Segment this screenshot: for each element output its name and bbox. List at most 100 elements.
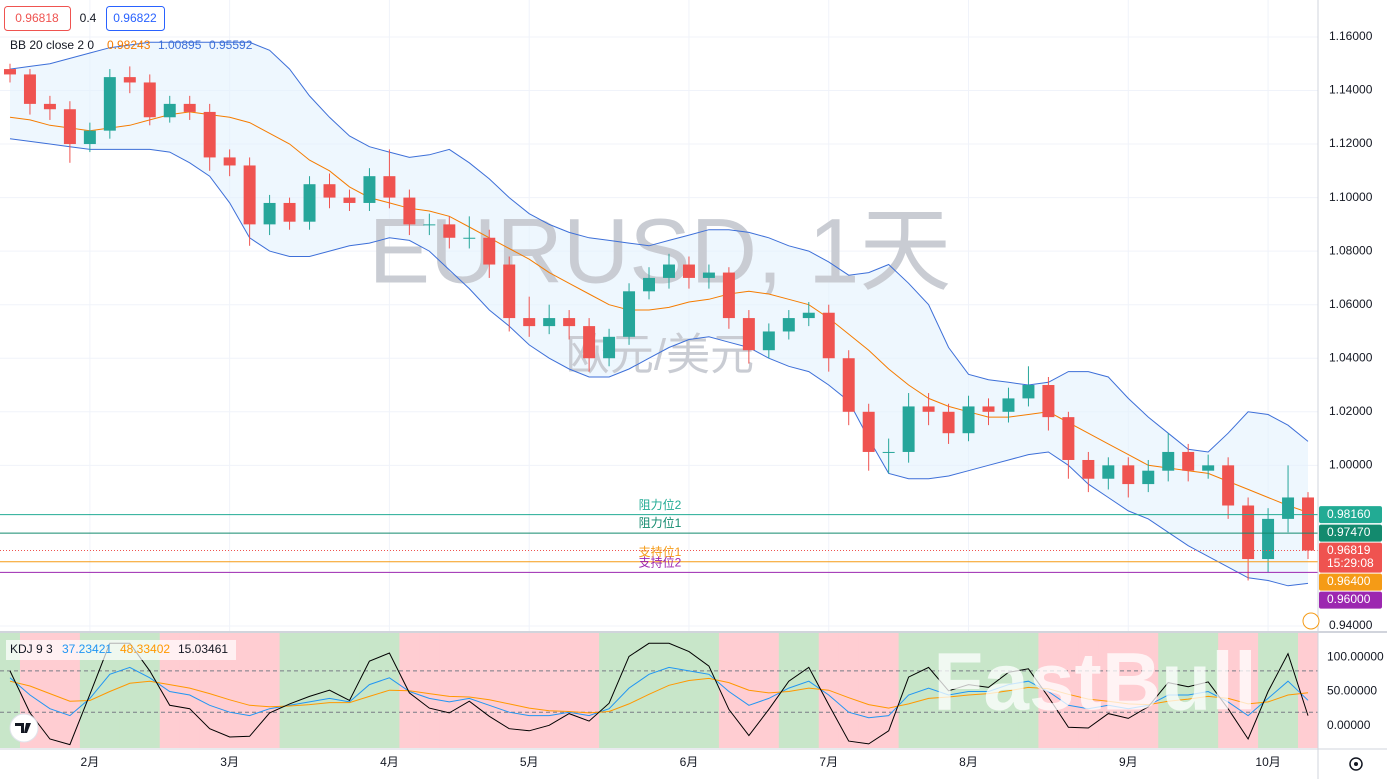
kdj-shade	[1118, 633, 1139, 748]
level-tag	[1319, 591, 1382, 609]
kdj-shade	[299, 633, 321, 748]
candle-body	[1302, 497, 1315, 551]
candle-body	[523, 318, 536, 327]
candle-body	[443, 224, 456, 238]
kdj-shade	[718, 633, 740, 748]
kdj-shade	[678, 633, 700, 748]
candle-body	[543, 318, 556, 327]
candle-body	[563, 318, 576, 327]
candle-body	[203, 111, 216, 158]
level-tag-text: 0.97470	[1327, 525, 1371, 539]
kdj-shade	[439, 633, 460, 748]
candle-body	[503, 264, 516, 319]
candle-body	[343, 197, 356, 203]
background-layer	[0, 0, 1319, 748]
kdj-shade	[1298, 633, 1319, 748]
watermark: EURUSD, 1天	[369, 200, 952, 302]
spread: 0.4	[80, 11, 97, 25]
candle-body	[962, 406, 975, 434]
y-tick-label: 1.14000	[1329, 83, 1373, 97]
candle-body	[982, 406, 995, 412]
candle-body	[603, 336, 616, 359]
kdj-shade	[838, 633, 860, 748]
kdj-shade	[499, 633, 520, 748]
j-value: 15.03461	[178, 642, 228, 656]
candle-body	[463, 237, 476, 239]
bb-middle	[9, 111, 1309, 513]
candle-body	[1162, 451, 1175, 471]
k-value: 37.23421	[62, 642, 112, 656]
kdj-shade	[479, 633, 500, 748]
kdj-shade	[1218, 633, 1239, 748]
candle-body	[1202, 465, 1215, 471]
kdj-shade	[619, 633, 640, 748]
x-tick-label: 10月	[1255, 755, 1280, 769]
y-tick-label: 0.00000	[1327, 718, 1371, 732]
bid-box[interactable]	[4, 6, 71, 31]
bb-upper-value: 1.00895	[158, 38, 202, 52]
candle-body	[662, 264, 675, 278]
last-price-tag-text: 0.96819	[1327, 543, 1371, 557]
candle-body	[882, 451, 895, 453]
candle-body	[403, 197, 416, 225]
kdj-shade	[898, 633, 920, 748]
bb-legend: BB 20 close 2 0	[10, 38, 94, 52]
level-tag	[1319, 506, 1382, 524]
level-tag-text: 0.96400	[1327, 574, 1371, 588]
kdj-shade	[778, 633, 800, 748]
kdj-legend: KDJ 9 3	[10, 642, 53, 656]
y-tick-label: 1.12000	[1329, 136, 1373, 150]
candle-body	[23, 74, 36, 104]
kdj-shade	[419, 633, 440, 748]
candle-body	[902, 406, 915, 452]
level-name: 阻力位1	[639, 515, 682, 530]
watermark-sub: 欧元/美元	[566, 331, 754, 380]
kdj-line	[9, 666, 1309, 719]
kdj-shade	[239, 633, 261, 748]
kdj-shade	[698, 633, 720, 748]
candle-body	[1122, 465, 1135, 485]
ask-box[interactable]	[106, 6, 165, 31]
ask: 0.96822	[113, 11, 157, 25]
kdj-line	[9, 642, 1309, 746]
bb-lower-value: 0.95592	[209, 38, 253, 52]
candle-body	[922, 406, 935, 412]
kdj-shade	[1198, 633, 1219, 748]
kdj-shade	[119, 633, 141, 748]
x-tick-label: 4月	[380, 755, 399, 769]
candle-body	[782, 318, 795, 332]
candle-body	[483, 237, 496, 265]
candle-body	[1282, 497, 1295, 519]
kdj-shade	[878, 633, 900, 748]
y-tick-label: 0.94000	[1329, 618, 1373, 632]
kdj-shade	[79, 633, 101, 748]
settings-icon[interactable]	[1349, 757, 1363, 771]
kdj-shade	[1158, 633, 1179, 748]
candle-body	[583, 326, 596, 359]
candle-body	[423, 224, 436, 226]
candle-body	[163, 103, 176, 118]
candle-body	[123, 77, 136, 83]
y-tick-label: 1.00000	[1329, 458, 1373, 472]
y-tick-label: 1.04000	[1329, 350, 1373, 364]
x-tick-label: 8月	[959, 755, 978, 769]
candle-body	[83, 130, 96, 145]
kdj-shade	[179, 633, 201, 748]
kdj-shade	[858, 633, 880, 748]
candle-body	[1002, 398, 1015, 412]
kdj-shade	[1178, 633, 1199, 748]
candle-body	[383, 176, 396, 198]
candle-body	[3, 69, 16, 75]
kdj-shade	[339, 633, 360, 748]
kdj-shade	[659, 633, 680, 748]
y-tick-label: 1.06000	[1329, 297, 1373, 311]
kdj-shade	[39, 633, 61, 748]
kdj-shade	[978, 633, 999, 748]
bb-upper	[9, 41, 1309, 453]
flag-icon[interactable]	[1302, 612, 1320, 630]
candle-body	[1102, 465, 1115, 479]
level-name: 支持位1	[639, 544, 682, 559]
